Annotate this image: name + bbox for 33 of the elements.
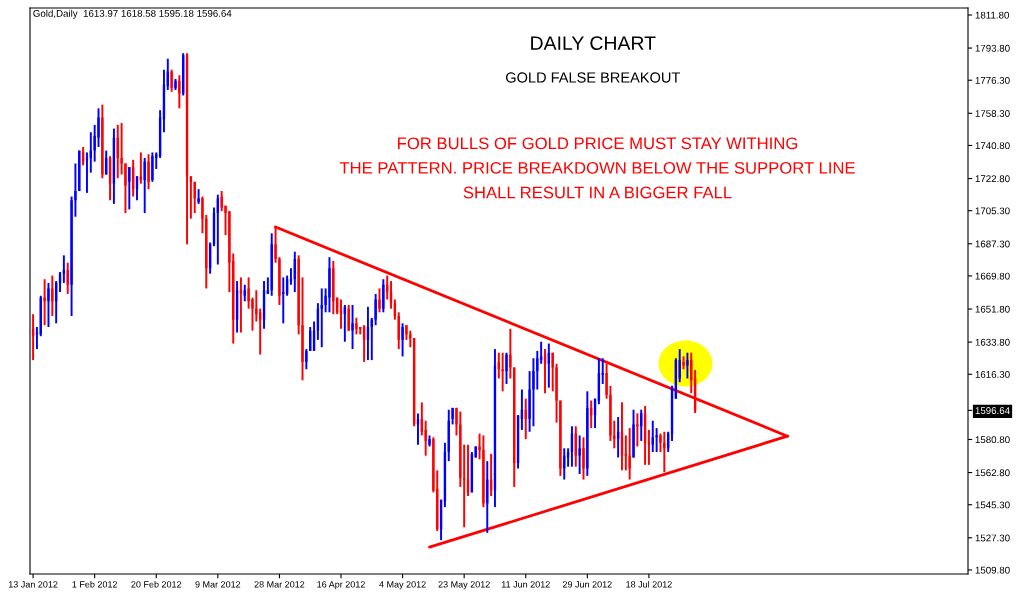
y-tick-label: 1580.80 [975,436,1010,444]
x-tick-label: 13 Jan 2012 [8,581,58,588]
y-tick-label: 1758.30 [975,110,1010,117]
y-tick-label: 1596.64 [975,407,1010,414]
x-tick-label: 28 Mar 2012 [254,581,305,588]
text: GOLD FALSE BREAKOUT [506,72,680,83]
y-tick-label: 1776.30 [975,76,1010,84]
y-tick-label: 1509.80 [975,566,1010,574]
y-tick-label: 1527.30 [975,534,1010,542]
x-tick-label: 18 Jul 2012 [626,580,672,588]
x-tick-label: 23 May 2012 [438,581,490,590]
y-tick-label: 1811.80 [975,11,1009,19]
y-tick-label: 1793.80 [975,44,1010,52]
x-tick-label: 29 Jun 2012 [562,581,612,588]
y-tick-label: 1705.30 [975,207,1010,215]
annotation: Gold,Daily 1613.97 1618.58 1595.18 1596.64 [33,9,232,19]
y-tick-label: 1616.30 [975,370,1010,378]
x-tick-label: 11 Jun 2012 [501,581,550,588]
x-tick-label: 4 May 2012 [379,581,426,590]
y-tick-label: 1633.80 [975,338,1010,346]
x-tick-label: 9 Mar 2012 [195,581,241,588]
x-tick-label: 16 Apr 2012 [317,581,365,590]
text: DAILY CHART [531,36,656,51]
y-tick-label: 1545.30 [975,501,1010,509]
x-tick-label: 1 Feb 2012 [72,580,118,588]
y-tick-label: 1740.80 [975,142,1010,150]
annotation: FOR BULLS OF GOLD PRICE MUST STAY WITHING THE PATTERN. PRICE BREAKDOWN BELOW THE SUPPORT LINE SHALL RESULT IN A BIGGER FALL [339,137,855,199]
x-tick-label: 20 Feb 2012 [131,580,182,588]
y-tick-label: 1651.80 [975,305,1010,313]
y-tick-label: 1722.80 [975,175,1010,183]
y-tick-label: 1669.80 [975,272,1010,280]
y-tick-label: 1562.80 [975,469,1010,477]
y-tick-label: 1687.30 [975,240,1010,248]
